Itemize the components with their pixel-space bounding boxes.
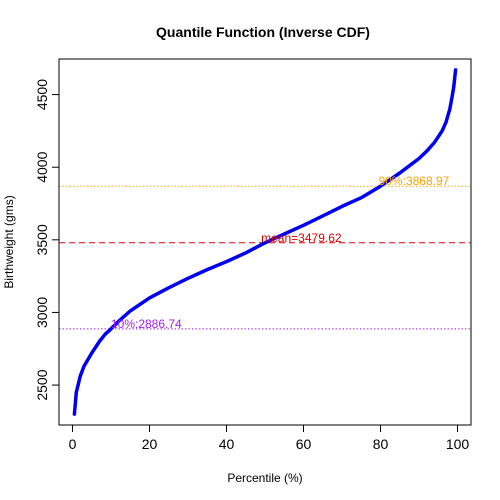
x-tick-label: 0 [69, 436, 77, 452]
quantile-series-line [72, 68, 458, 416]
y-tick-label: 3500 [34, 224, 50, 255]
reference-line-label: 10%:2886.74 [111, 317, 182, 331]
y-tick-label: 2500 [34, 369, 50, 400]
x-axis-label: Percentile (%) [227, 471, 302, 485]
reference-line-label: mean=3479.62 [261, 231, 342, 245]
x-tick-label: 20 [142, 436, 158, 452]
x-tick-label: 80 [373, 436, 389, 452]
reference-line-label: 90%:3868.97 [379, 174, 450, 188]
x-axis: 0 20 40 60 80 100 [69, 425, 470, 452]
y-axis: 2500 3000 3500 4000 4500 [34, 79, 59, 401]
plot-area: 90%:3868.97 mean=3479.62 10%:2886.74 [59, 68, 471, 416]
chart-title: Quantile Function (Inverse CDF) [156, 24, 370, 40]
y-tick-label: 4500 [34, 79, 50, 110]
x-tick-label: 60 [296, 436, 312, 452]
y-tick-label: 4000 [34, 151, 50, 182]
x-tick-label: 100 [446, 436, 470, 452]
y-tick-label: 3000 [34, 297, 50, 328]
x-tick-label: 40 [219, 436, 235, 452]
plot-frame [58, 58, 472, 426]
y-axis-label: Birthweight (gms) [2, 195, 16, 288]
